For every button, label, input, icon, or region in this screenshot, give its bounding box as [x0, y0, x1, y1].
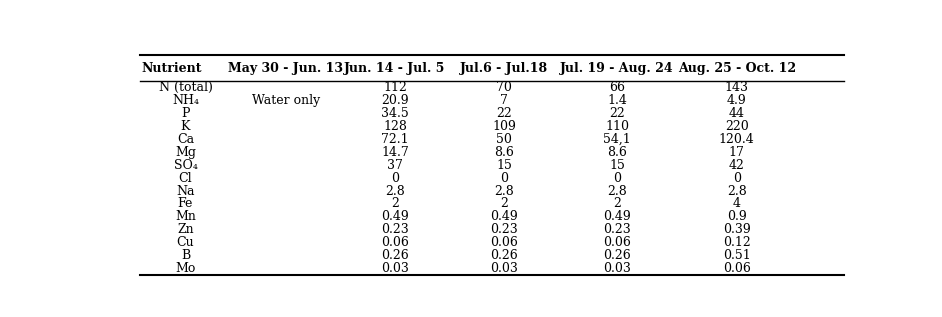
- Text: 2: 2: [613, 197, 621, 210]
- Text: Cu: Cu: [177, 236, 194, 249]
- Text: 37: 37: [387, 159, 403, 172]
- Text: Fe: Fe: [178, 197, 193, 210]
- Text: Zn: Zn: [177, 223, 194, 236]
- Text: 0: 0: [500, 171, 509, 184]
- Text: 34.5: 34.5: [382, 107, 409, 120]
- Text: 8.6: 8.6: [495, 146, 514, 159]
- Text: SO₄: SO₄: [173, 159, 198, 172]
- Text: 0.51: 0.51: [723, 249, 751, 262]
- Text: 7: 7: [500, 94, 508, 107]
- Text: 0.03: 0.03: [382, 262, 409, 275]
- Text: Mo: Mo: [175, 262, 196, 275]
- Text: 54,1: 54,1: [603, 133, 631, 146]
- Text: Na: Na: [176, 184, 195, 197]
- Text: 66: 66: [609, 81, 625, 94]
- Text: 2: 2: [391, 197, 399, 210]
- Text: 4.9: 4.9: [727, 94, 747, 107]
- Text: NH₄: NH₄: [172, 94, 199, 107]
- Text: 72.1: 72.1: [382, 133, 409, 146]
- Text: Ca: Ca: [177, 133, 194, 146]
- Text: Cl: Cl: [179, 171, 192, 184]
- Text: 0.03: 0.03: [490, 262, 518, 275]
- Text: 0.39: 0.39: [723, 223, 751, 236]
- Text: 14.7: 14.7: [382, 146, 409, 159]
- Text: 143: 143: [724, 81, 749, 94]
- Text: K: K: [181, 120, 190, 133]
- Text: 0.06: 0.06: [603, 236, 631, 249]
- Text: 44: 44: [729, 107, 745, 120]
- Text: 120.4: 120.4: [719, 133, 755, 146]
- Text: 112: 112: [383, 81, 407, 94]
- Text: N (total): N (total): [158, 81, 212, 94]
- Text: 2: 2: [500, 197, 508, 210]
- Text: Mg: Mg: [175, 146, 196, 159]
- Text: 0.26: 0.26: [382, 249, 409, 262]
- Text: 8.6: 8.6: [607, 146, 626, 159]
- Text: 0.9: 0.9: [727, 210, 747, 223]
- Text: 4: 4: [733, 197, 740, 210]
- Text: 0.23: 0.23: [603, 223, 631, 236]
- Text: 17: 17: [729, 146, 745, 159]
- Text: 0.23: 0.23: [382, 223, 409, 236]
- Text: 110: 110: [605, 120, 629, 133]
- Text: 0.06: 0.06: [723, 262, 751, 275]
- Text: Aug. 25 - Oct. 12: Aug. 25 - Oct. 12: [677, 62, 796, 75]
- Text: 0.26: 0.26: [603, 249, 631, 262]
- Text: 0.49: 0.49: [491, 210, 518, 223]
- Text: Water only: Water only: [252, 94, 320, 107]
- Text: Jun. 14 - Jul. 5: Jun. 14 - Jul. 5: [345, 62, 446, 75]
- Text: 50: 50: [496, 133, 512, 146]
- Text: 42: 42: [729, 159, 745, 172]
- Text: 0: 0: [733, 171, 740, 184]
- Text: 0.49: 0.49: [603, 210, 631, 223]
- Text: 2.8: 2.8: [495, 184, 514, 197]
- Text: 1.4: 1.4: [607, 94, 626, 107]
- Text: 2.8: 2.8: [607, 184, 626, 197]
- Text: 0: 0: [391, 171, 399, 184]
- Text: May 30 - Jun. 13: May 30 - Jun. 13: [228, 62, 343, 75]
- Text: 22: 22: [609, 107, 625, 120]
- Text: 109: 109: [493, 120, 516, 133]
- Text: 20.9: 20.9: [382, 94, 409, 107]
- Text: 0: 0: [613, 171, 621, 184]
- Text: P: P: [181, 107, 189, 120]
- Text: 0.23: 0.23: [491, 223, 518, 236]
- Text: 220: 220: [724, 120, 749, 133]
- Text: 22: 22: [496, 107, 512, 120]
- Text: 0.06: 0.06: [382, 236, 409, 249]
- Text: Jul. 19 - Aug. 24: Jul. 19 - Aug. 24: [560, 62, 674, 75]
- Text: 128: 128: [383, 120, 407, 133]
- Text: 2.8: 2.8: [385, 184, 405, 197]
- Text: 0.26: 0.26: [491, 249, 518, 262]
- Text: 0.06: 0.06: [490, 236, 518, 249]
- Text: 0.03: 0.03: [603, 262, 631, 275]
- Text: 70: 70: [496, 81, 512, 94]
- Text: 2.8: 2.8: [727, 184, 747, 197]
- Text: 15: 15: [609, 159, 625, 172]
- Text: 0.49: 0.49: [382, 210, 409, 223]
- Text: Jul.6 - Jul.18: Jul.6 - Jul.18: [460, 62, 548, 75]
- Text: B: B: [181, 249, 190, 262]
- Text: 15: 15: [496, 159, 512, 172]
- Text: 0.12: 0.12: [723, 236, 751, 249]
- Text: Mn: Mn: [175, 210, 196, 223]
- Text: Nutrient: Nutrient: [142, 62, 203, 75]
